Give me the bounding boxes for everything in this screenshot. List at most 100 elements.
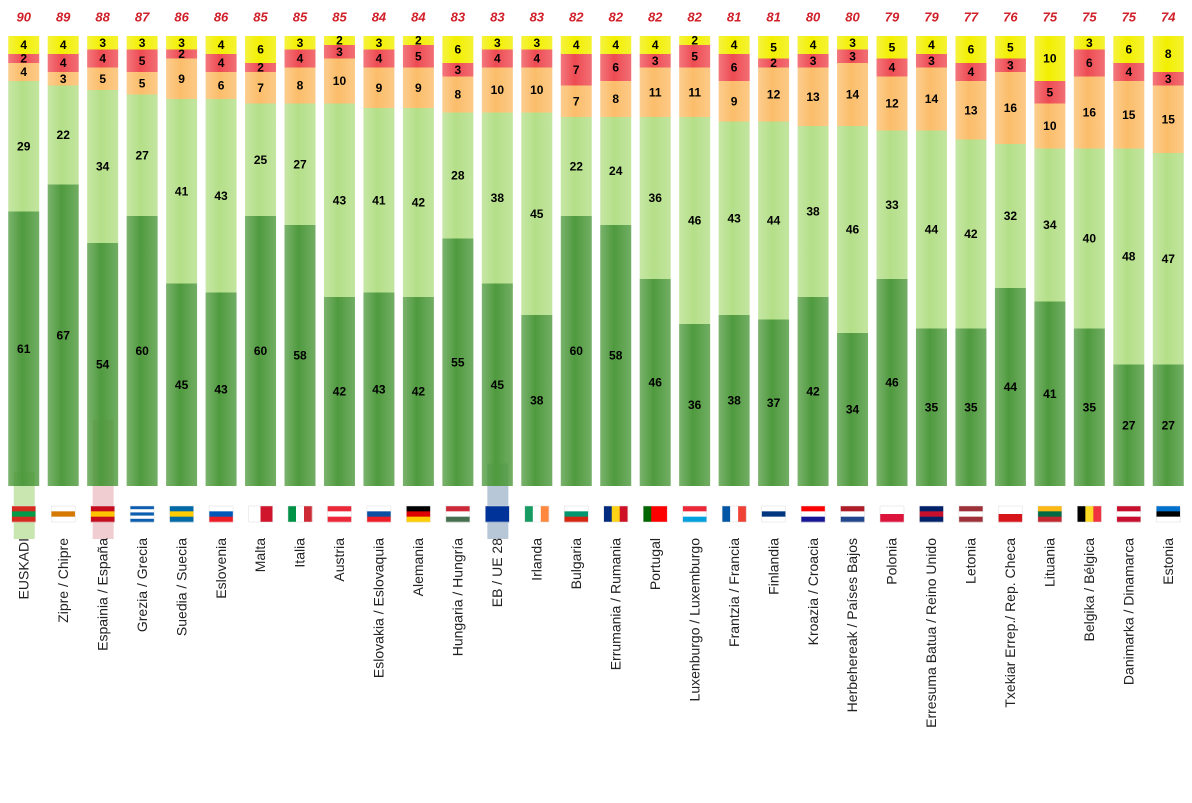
bar-segment [560, 85, 592, 117]
bar-segment [481, 283, 513, 486]
bar-segment [994, 58, 1026, 72]
total-label: 81 [766, 9, 780, 24]
segment-label: 8 [612, 92, 619, 106]
bar-segment [1073, 76, 1105, 149]
bar-segment [8, 54, 40, 63]
segment-label: 16 [1083, 106, 1097, 120]
segment-label: 4 [889, 61, 896, 75]
segment-label: 4 [20, 65, 27, 79]
segment-label: 7 [573, 63, 580, 77]
segment-label: 4 [810, 38, 817, 52]
flag [1037, 511, 1062, 517]
bar-segment [8, 63, 40, 81]
flag-border [248, 505, 273, 523]
segment-label: 10 [333, 74, 347, 88]
flag [288, 506, 297, 522]
segment-label: 41 [175, 184, 189, 198]
segment-label: 3 [494, 36, 501, 50]
bar-segment [758, 58, 790, 68]
bar-segment [915, 54, 947, 68]
flag [327, 516, 352, 523]
segment-label: 3 [652, 54, 659, 68]
bar-segment [323, 103, 355, 297]
bar-segment [1113, 81, 1145, 149]
x-tick-label: Lituania [1042, 538, 1058, 587]
bar-segment [205, 54, 237, 72]
x-tick-label: Irlanda [529, 538, 545, 581]
segment-label: 10 [1043, 52, 1057, 66]
flag-border [208, 505, 234, 523]
bar-segment [876, 76, 908, 131]
bar-segment [166, 99, 198, 284]
segment-label: 34 [846, 403, 860, 417]
bar-segment [1073, 36, 1105, 50]
flag-border [1156, 505, 1181, 523]
segment-label: 54 [96, 358, 110, 372]
segment-label: 15 [1122, 108, 1136, 122]
total-label: 86 [174, 9, 189, 24]
flag-border [761, 505, 786, 523]
bar-segment [837, 63, 869, 126]
bar-segment [600, 225, 632, 486]
x-tick-label: Kroazia / Croacia [805, 538, 821, 646]
total-label: 89 [56, 9, 71, 24]
flag [209, 516, 234, 523]
flag [682, 516, 707, 523]
flag-border [564, 505, 589, 523]
total-label: 79 [924, 9, 939, 24]
segment-label: 4 [60, 56, 67, 70]
flag [840, 516, 865, 523]
segment-label: 10 [491, 83, 505, 97]
bar-segment [481, 112, 513, 284]
segment-label: 8 [1165, 47, 1172, 61]
flag [919, 511, 944, 517]
x-tick-label: Erresuma Batua / Reino Unido [923, 538, 939, 728]
x-tick-label: Zipre / Chipre [55, 538, 71, 623]
segment-label: 25 [254, 153, 268, 167]
total-label: 83 [490, 9, 505, 24]
flag-border [919, 505, 944, 523]
flag [1085, 506, 1094, 522]
bar-segment [126, 36, 158, 50]
segment-label: 42 [964, 227, 978, 241]
bar-segment [600, 81, 632, 117]
flag [540, 506, 550, 522]
flag [603, 506, 613, 522]
segment-label: 3 [178, 36, 185, 50]
segment-label: 43 [727, 211, 741, 225]
segment-label: 32 [1004, 209, 1018, 223]
segment-label: 22 [570, 160, 584, 174]
flag [90, 506, 115, 512]
flag [611, 506, 621, 522]
segment-label: 40 [1083, 232, 1097, 246]
flag [682, 511, 707, 517]
segment-label: 37 [767, 396, 781, 410]
flag [130, 506, 155, 510]
flag [1156, 511, 1181, 517]
bar-segment [639, 36, 671, 54]
bar-segment [1152, 85, 1184, 153]
segment-label: 9 [178, 72, 185, 86]
bar-segment [87, 49, 119, 68]
flag [801, 506, 826, 512]
segment-label: 36 [649, 191, 663, 205]
flag [532, 506, 542, 522]
flag-border [50, 505, 76, 523]
segment-label: 14 [925, 92, 939, 106]
segment-label: 5 [415, 49, 422, 63]
flag-border [800, 505, 826, 523]
bar-segment [521, 67, 553, 113]
segment-label: 6 [731, 61, 738, 75]
bar-segment [47, 36, 79, 54]
bar-segment [521, 112, 553, 315]
x-tick-label: Estonia [1160, 538, 1176, 585]
flag [51, 511, 76, 517]
bar-segment [915, 328, 947, 486]
bar-segment [876, 36, 908, 59]
flag-border [682, 505, 707, 523]
bar-segment [245, 216, 277, 486]
segment-label: 6 [1086, 56, 1093, 70]
bar-segment [560, 54, 592, 86]
segment-label: 42 [333, 385, 347, 399]
